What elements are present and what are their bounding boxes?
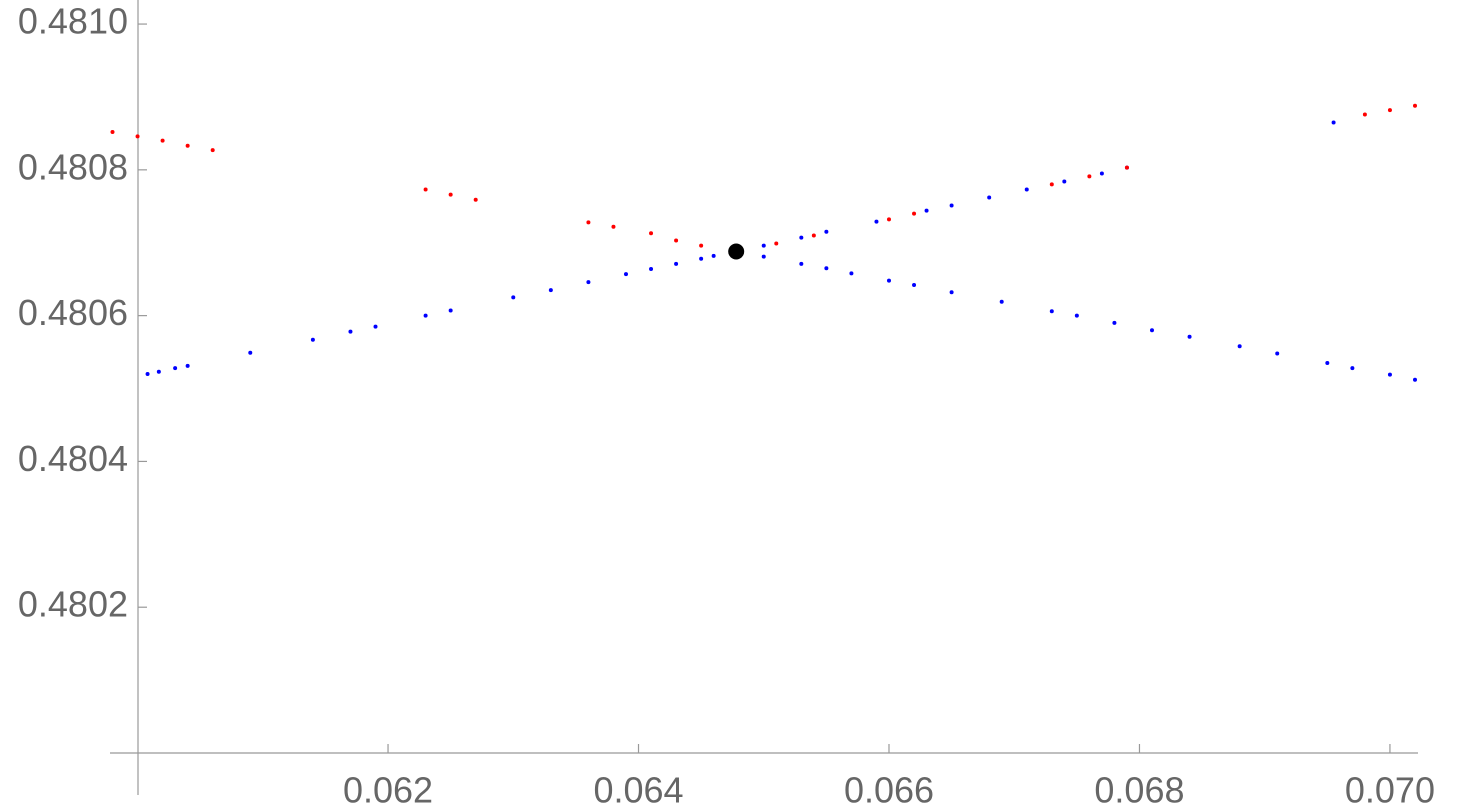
point <box>761 243 766 248</box>
point <box>586 220 591 225</box>
point <box>949 203 954 208</box>
point <box>185 363 190 368</box>
point <box>1387 108 1392 113</box>
point <box>799 261 804 266</box>
point <box>1049 182 1054 187</box>
point <box>160 138 165 143</box>
y-tick-label: 0.4806 <box>18 292 128 333</box>
point <box>1412 103 1417 108</box>
point <box>824 266 829 271</box>
point <box>1124 165 1129 170</box>
point <box>1325 361 1330 366</box>
point <box>1187 334 1192 339</box>
point <box>448 192 453 197</box>
point <box>423 313 428 318</box>
point <box>886 217 891 222</box>
point <box>1149 328 1154 333</box>
point <box>1387 372 1392 377</box>
y-tick-label: 0.4810 <box>18 1 128 42</box>
point <box>886 278 891 283</box>
y-tick-label: 0.4808 <box>18 146 128 187</box>
point <box>373 324 378 329</box>
point <box>548 288 553 293</box>
point <box>987 195 992 200</box>
point <box>135 134 140 139</box>
point <box>674 238 679 243</box>
point <box>649 266 654 271</box>
y-tick-label: 0.4804 <box>18 438 128 479</box>
point <box>728 243 745 260</box>
point <box>248 350 253 355</box>
point <box>1074 313 1079 318</box>
point <box>145 371 150 376</box>
point <box>912 211 917 216</box>
x-tick-label: 0.066 <box>844 770 934 811</box>
point <box>824 229 829 234</box>
point <box>924 208 929 213</box>
point <box>699 243 704 248</box>
point <box>110 129 115 134</box>
point <box>1112 320 1117 325</box>
point <box>699 256 704 261</box>
point <box>1412 377 1417 382</box>
point <box>1237 344 1242 349</box>
x-tick-label: 0.068 <box>1094 770 1184 811</box>
point <box>623 272 628 277</box>
point <box>210 148 215 153</box>
y-tick-label: 0.4802 <box>18 584 128 625</box>
point <box>849 271 854 276</box>
point <box>674 261 679 266</box>
point <box>1350 366 1355 371</box>
point <box>1331 120 1336 125</box>
point <box>611 224 616 229</box>
point <box>423 187 428 192</box>
point <box>348 329 353 334</box>
x-tick-label: 0.062 <box>343 770 433 811</box>
point <box>799 235 804 240</box>
point <box>999 299 1004 304</box>
point <box>1049 309 1054 314</box>
point <box>811 233 816 238</box>
point <box>473 197 478 202</box>
point <box>761 254 766 259</box>
point <box>511 295 516 300</box>
point <box>156 369 161 374</box>
x-tick-label: 0.070 <box>1345 770 1435 811</box>
point <box>448 308 453 313</box>
point <box>711 253 716 258</box>
point <box>912 283 917 288</box>
point <box>1099 171 1104 176</box>
point <box>173 366 178 371</box>
point <box>649 231 654 236</box>
point <box>586 280 591 285</box>
point <box>310 337 315 342</box>
point <box>1062 179 1067 184</box>
point <box>874 219 879 224</box>
x-tick-label: 0.064 <box>593 770 683 811</box>
point <box>1024 187 1029 192</box>
point <box>1362 112 1367 117</box>
point <box>949 290 954 295</box>
point <box>1087 174 1092 179</box>
point <box>1275 351 1280 356</box>
point <box>774 241 779 246</box>
point <box>185 143 190 148</box>
